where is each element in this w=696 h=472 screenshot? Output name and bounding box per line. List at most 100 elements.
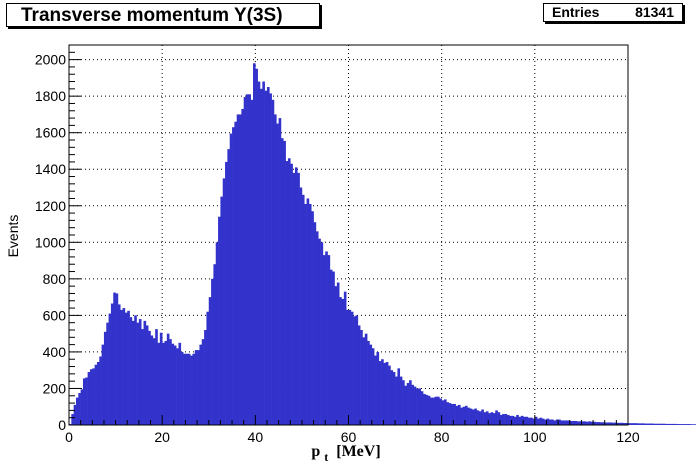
histogram-bar — [287, 158, 291, 425]
histogram-bar — [201, 339, 205, 425]
histogram-bar — [674, 423, 678, 425]
histogram-bar — [285, 161, 289, 425]
histogram-bar — [73, 404, 77, 425]
histogram-bar — [239, 114, 242, 425]
histogram-bar — [441, 400, 445, 425]
histogram-bar — [572, 420, 575, 425]
histogram-bar — [320, 242, 324, 425]
histogram-bar — [78, 393, 81, 425]
histogram-bar — [418, 388, 422, 425]
histogram-bar — [483, 412, 487, 425]
histogram-bar — [124, 312, 128, 425]
x-tick-label: 100 — [523, 429, 547, 445]
y-tick-label: 400 — [43, 344, 67, 360]
histogram-bar — [600, 422, 603, 425]
histogram-bar — [269, 93, 272, 426]
histogram-bar — [129, 317, 133, 425]
histogram-bar — [332, 271, 335, 425]
histogram-bar — [492, 413, 496, 425]
histogram-bar — [164, 340, 168, 425]
histogram-bar — [308, 203, 312, 425]
histogram-bar — [516, 414, 519, 425]
histogram-bar — [548, 419, 552, 425]
histogram-bar — [122, 308, 126, 425]
histogram-bars — [69, 63, 696, 426]
y-axis: 0 200 400 600 800 1000 1200 1400 1600 1800 2000 — [35, 44, 81, 433]
histogram-bar — [362, 337, 366, 425]
histogram-bar — [527, 417, 531, 425]
histogram-bar — [579, 421, 582, 425]
histogram-bar — [229, 133, 233, 425]
histogram-bar — [644, 423, 647, 425]
histogram-bar — [593, 421, 596, 425]
histogram-bar — [108, 313, 112, 425]
histogram-bar — [266, 87, 270, 426]
histogram-bar — [425, 394, 428, 425]
histogram-bar — [143, 320, 147, 425]
histogram-bar — [672, 423, 675, 425]
x-axis-title-unit: [MeV] — [336, 443, 380, 460]
histogram-bar — [616, 422, 619, 425]
histogram-bar — [648, 423, 652, 425]
x-axis-title: p t [MeV] — [311, 443, 380, 465]
y-axis-title: Events — [5, 215, 21, 258]
histogram-bar — [639, 423, 643, 425]
histogram-bar — [325, 251, 328, 425]
histogram-bar — [145, 325, 149, 425]
stats-entries-value: 81341 — [635, 4, 674, 20]
histogram-bar — [476, 410, 480, 425]
histogram-bar — [99, 356, 102, 425]
y-tick-label: 600 — [43, 307, 67, 323]
histogram-bar — [423, 393, 426, 425]
histogram-bar — [176, 348, 179, 425]
histogram-bar — [495, 410, 498, 425]
y-tick-label: 2000 — [35, 52, 66, 68]
histogram-bar — [180, 351, 184, 425]
histogram-bar — [443, 399, 447, 425]
histogram-bar — [257, 81, 261, 426]
x-axis: 0 20 40 60 80 100 120 — [65, 415, 640, 445]
histogram-bar — [127, 310, 130, 425]
histogram-bar — [241, 108, 244, 425]
histogram-bar — [558, 419, 561, 425]
histogram-bar — [499, 414, 503, 425]
chart-title: Transverse momentum Y(3S) — [21, 5, 283, 26]
stats-entries-label: Entries — [552, 4, 600, 20]
histogram-bar — [434, 396, 438, 425]
histogram-bar — [455, 405, 459, 425]
histogram-bar — [504, 414, 508, 425]
histogram-bar — [416, 388, 419, 425]
histogram-bar — [211, 278, 214, 425]
histogram-bar — [551, 419, 554, 425]
histogram-bar — [292, 172, 296, 425]
x-axis-title-sub: t — [324, 450, 328, 464]
histogram-bar — [525, 416, 529, 425]
histogram-bar — [250, 99, 254, 426]
histogram-bar — [162, 342, 165, 425]
histogram-bar — [341, 298, 345, 425]
histogram-bar — [120, 309, 123, 425]
histogram-bar — [693, 424, 696, 425]
histogram-bar — [665, 423, 668, 425]
histogram-bar — [683, 424, 687, 425]
histogram-bar — [150, 335, 154, 425]
histogram-bar — [80, 389, 84, 425]
histogram-bar — [183, 353, 186, 425]
histogram-bar — [530, 417, 533, 425]
histogram-bar — [628, 423, 631, 425]
histogram-bar — [392, 372, 396, 425]
histogram-bar — [113, 292, 116, 425]
histogram-bar — [539, 417, 543, 425]
histogram-bar — [134, 315, 137, 425]
histogram-bar — [413, 386, 417, 425]
histogram-bar — [502, 414, 505, 425]
histogram-bar — [215, 242, 219, 425]
histogram-bar — [597, 422, 601, 425]
histogram-bar — [404, 385, 408, 425]
histogram-bar — [390, 370, 394, 425]
histogram-bar — [609, 422, 612, 425]
histogram-bar — [343, 291, 347, 425]
histogram-bar — [138, 319, 142, 425]
histogram-bar — [397, 368, 401, 425]
y-tick-label: 0 — [58, 417, 66, 433]
